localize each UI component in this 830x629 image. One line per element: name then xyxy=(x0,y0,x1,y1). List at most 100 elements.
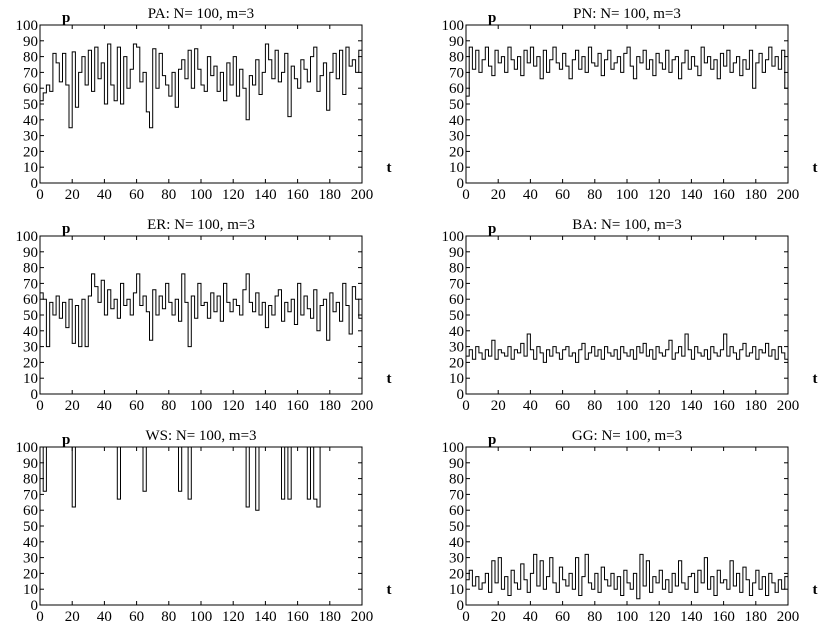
y-tick-label: 50 xyxy=(449,97,464,113)
x-tick-label: 80 xyxy=(587,609,602,625)
x-tick-label: 0 xyxy=(462,398,470,414)
y-tick-label: 70 xyxy=(23,487,38,503)
x-tick-label: 40 xyxy=(523,187,538,203)
y-tick-label: 50 xyxy=(23,97,38,113)
x-tick-label: 40 xyxy=(97,609,112,625)
y-tick-label: 30 xyxy=(449,551,464,567)
y-axis-label: p xyxy=(488,221,496,237)
x-tick-label: 200 xyxy=(351,187,374,203)
y-tick-label: 60 xyxy=(23,292,38,308)
y-tick-label: 40 xyxy=(23,535,38,551)
series-line xyxy=(466,46,789,97)
x-axis-label: t xyxy=(813,371,818,387)
x-tick-label: 140 xyxy=(680,187,703,203)
x-tick-label: 80 xyxy=(161,609,176,625)
x-tick-label: 120 xyxy=(648,609,671,625)
x-tick-label: 20 xyxy=(491,187,506,203)
x-tick-label: 60 xyxy=(129,609,144,625)
chart-panel: PN: N= 100, m=3pt01020304050607080901000… xyxy=(442,6,818,203)
y-tick-label: 0 xyxy=(457,387,465,403)
y-tick-label: 10 xyxy=(449,582,464,598)
y-tick-label: 40 xyxy=(23,324,38,340)
y-tick-label: 40 xyxy=(449,535,464,551)
y-tick-label: 90 xyxy=(449,34,464,50)
y-tick-label: 100 xyxy=(442,229,465,245)
y-tick-label: 100 xyxy=(442,18,465,34)
x-tick-label: 160 xyxy=(286,398,309,414)
x-tick-label: 0 xyxy=(36,609,44,625)
x-tick-label: 20 xyxy=(65,398,80,414)
x-tick-label: 120 xyxy=(222,398,245,414)
y-tick-label: 70 xyxy=(23,276,38,292)
y-tick-label: 30 xyxy=(23,129,38,145)
x-tick-label: 100 xyxy=(616,398,639,414)
y-tick-label: 0 xyxy=(31,387,39,403)
x-tick-label: 40 xyxy=(97,187,112,203)
x-axis-label: t xyxy=(387,371,392,387)
x-tick-label: 200 xyxy=(777,398,800,414)
y-tick-label: 20 xyxy=(449,144,464,160)
y-tick-label: 100 xyxy=(16,440,39,456)
x-tick-label: 180 xyxy=(745,187,768,203)
x-tick-label: 100 xyxy=(190,398,213,414)
x-tick-label: 200 xyxy=(351,398,374,414)
chart-title: ER: N= 100, m=3 xyxy=(147,217,255,233)
x-tick-label: 120 xyxy=(222,187,245,203)
y-axis-label: p xyxy=(488,10,496,26)
plot-frame xyxy=(465,235,789,395)
x-tick-label: 200 xyxy=(777,187,800,203)
x-tick-label: 100 xyxy=(616,187,639,203)
y-tick-label: 90 xyxy=(23,34,38,50)
y-tick-label: 60 xyxy=(449,81,464,97)
chart-title: WS: N= 100, m=3 xyxy=(145,428,256,444)
x-tick-label: 0 xyxy=(36,398,44,414)
x-axis-label: t xyxy=(387,160,392,176)
y-tick-label: 70 xyxy=(23,65,38,81)
y-tick-label: 80 xyxy=(23,472,38,488)
y-tick-label: 30 xyxy=(23,340,38,356)
x-tick-label: 80 xyxy=(161,187,176,203)
x-axis-label: t xyxy=(387,582,392,598)
x-tick-label: 120 xyxy=(648,398,671,414)
x-tick-label: 80 xyxy=(161,398,176,414)
series-line xyxy=(40,43,363,129)
x-tick-label: 20 xyxy=(491,398,506,414)
x-tick-label: 160 xyxy=(286,187,309,203)
x-tick-label: 160 xyxy=(712,609,735,625)
y-tick-label: 20 xyxy=(449,355,464,371)
x-tick-label: 0 xyxy=(462,609,470,625)
x-tick-label: 40 xyxy=(97,398,112,414)
y-tick-label: 0 xyxy=(31,598,39,614)
y-tick-label: 20 xyxy=(449,566,464,582)
x-tick-label: 180 xyxy=(745,609,768,625)
y-tick-label: 100 xyxy=(16,18,39,34)
y-tick-label: 70 xyxy=(449,487,464,503)
x-tick-label: 40 xyxy=(523,398,538,414)
x-tick-label: 160 xyxy=(712,398,735,414)
x-tick-label: 180 xyxy=(319,398,342,414)
y-tick-label: 90 xyxy=(23,245,38,261)
y-tick-label: 50 xyxy=(449,308,464,324)
x-tick-label: 200 xyxy=(351,609,374,625)
y-tick-label: 20 xyxy=(23,355,38,371)
y-tick-label: 80 xyxy=(449,472,464,488)
y-tick-label: 10 xyxy=(449,371,464,387)
chart-panel: PA: N= 100, m=3pt01020304050607080901000… xyxy=(16,6,392,203)
x-tick-label: 20 xyxy=(491,609,506,625)
x-tick-label: 0 xyxy=(36,187,44,203)
y-axis-label: p xyxy=(488,432,496,448)
y-axis-label: p xyxy=(62,10,70,26)
chart-title: PN: N= 100, m=3 xyxy=(573,6,681,22)
y-tick-label: 60 xyxy=(449,503,464,519)
y-tick-label: 90 xyxy=(449,456,464,472)
y-tick-label: 60 xyxy=(23,503,38,519)
y-axis-label: p xyxy=(62,432,70,448)
y-tick-label: 90 xyxy=(449,245,464,261)
y-tick-label: 70 xyxy=(449,65,464,81)
y-tick-label: 0 xyxy=(457,598,465,614)
x-tick-label: 80 xyxy=(587,187,602,203)
series-line xyxy=(466,333,789,363)
x-tick-label: 180 xyxy=(745,398,768,414)
x-tick-label: 140 xyxy=(254,187,277,203)
